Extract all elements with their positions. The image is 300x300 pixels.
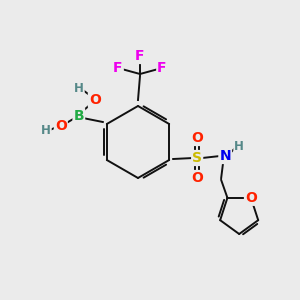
Text: O: O xyxy=(191,171,203,185)
Text: O: O xyxy=(191,131,203,145)
Text: F: F xyxy=(113,61,123,75)
Text: O: O xyxy=(245,191,257,205)
Text: N: N xyxy=(219,149,231,163)
Text: O: O xyxy=(89,93,101,107)
Text: H: H xyxy=(74,82,84,94)
Text: S: S xyxy=(192,151,202,165)
Text: H: H xyxy=(41,124,51,137)
Text: F: F xyxy=(157,61,167,75)
Text: B: B xyxy=(74,109,84,123)
Text: H: H xyxy=(234,140,244,152)
Text: O: O xyxy=(55,119,67,133)
Text: F: F xyxy=(135,49,145,63)
